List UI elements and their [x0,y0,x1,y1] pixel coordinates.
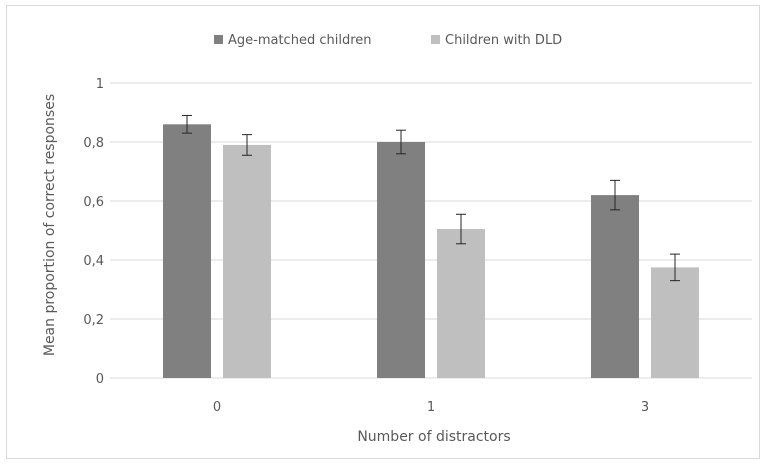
y-tick-label: 0,4 [83,254,104,269]
y-tick-label: 0,8 [83,136,104,151]
y-tick-label: 0,2 [83,313,104,328]
bar-age-matched-3 [591,195,639,378]
legend-label-age-matched: Age-matched children [228,33,372,48]
bar-dld-3 [651,267,699,378]
y-axis-title: Mean proportion of correct responses [42,94,58,356]
legend-swatch-dld [431,35,440,44]
x-axis-title: Number of distractors [357,429,510,445]
x-tick-labels: 0 1 3 [213,400,649,415]
bar-age-matched-1 [377,142,425,378]
y-tick-label: 0,6 [83,195,104,210]
y-tick-labels: 0 0,2 0,4 0,6 0,8 1 [83,77,104,387]
bar-dld-1 [437,229,485,378]
y-tick-label: 0 [96,372,104,387]
x-tick-label: 3 [641,400,649,415]
bar-age-matched-0 [163,124,211,378]
bars [163,124,699,378]
legend-label-dld: Children with DLD [445,33,562,48]
gridlines [110,82,752,379]
bar-dld-0 [223,144,271,378]
legend: Age-matched children Children with DLD [214,33,562,48]
legend-swatch-age-matched [214,35,223,44]
x-tick-label: 1 [427,400,435,415]
y-tick-label: 1 [96,77,104,92]
x-tick-label: 0 [213,400,221,415]
error-bars [182,114,680,282]
